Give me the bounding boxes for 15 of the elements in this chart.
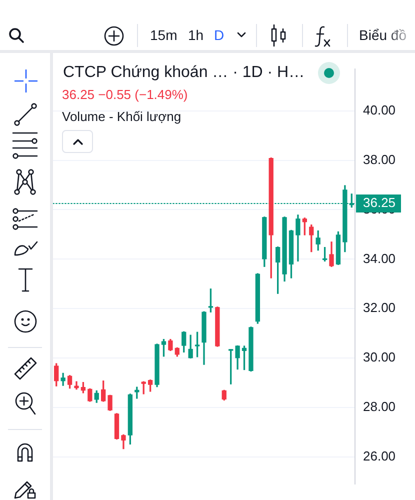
y-tick-label: 26.00 [363,448,396,464]
text: D [214,26,224,44]
y-tick-label: 38.00 [363,152,396,167]
y-tick-label: 28.00 [363,399,396,414]
text: 36.25 −0.55 (−1.49%) [62,87,188,103]
text: Biểu đồ [359,26,406,44]
ref-line-label: 36.25 [363,195,396,210]
y-tick-label: 34.00 [363,250,396,266]
y-tick-label: 32.00 [363,300,396,316]
y-tick-label: 40.00 [363,102,396,118]
chart-title: CTCP Chứng khoán … · 1D · H… [63,63,305,83]
text: 1h [188,26,204,44]
y-tick-label: 30.00 [363,350,396,365]
text: 15m [150,26,178,44]
annotation: Volume - Khối lượng [62,108,182,126]
